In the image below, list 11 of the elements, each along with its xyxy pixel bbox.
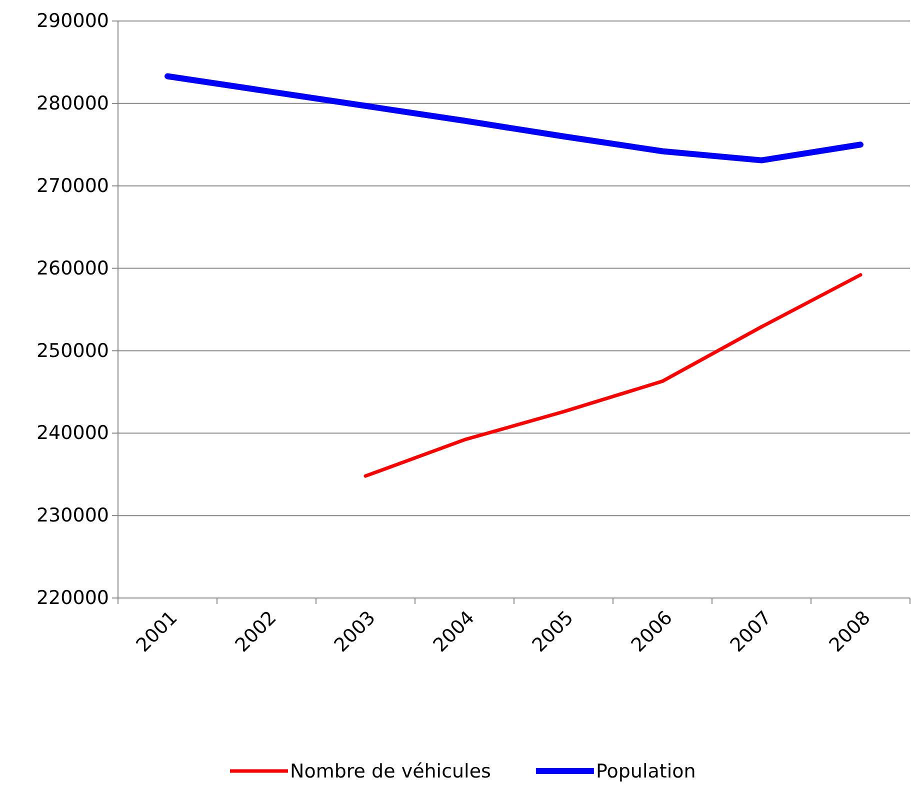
y-tick-label: 290000 [36,10,109,32]
legend-label: Population [596,760,696,783]
legend-label: Nombre de véhicules [290,760,491,783]
y-tick-label: 260000 [36,257,109,280]
y-tick-label: 270000 [36,174,109,197]
y-tick-label: 220000 [36,587,109,610]
y-tick-label: 230000 [36,504,109,527]
line-series [364,273,862,478]
y-tick-label: 280000 [36,92,109,115]
y-tick-label: 250000 [36,340,109,362]
y-tick-label: 240000 [36,422,109,444]
